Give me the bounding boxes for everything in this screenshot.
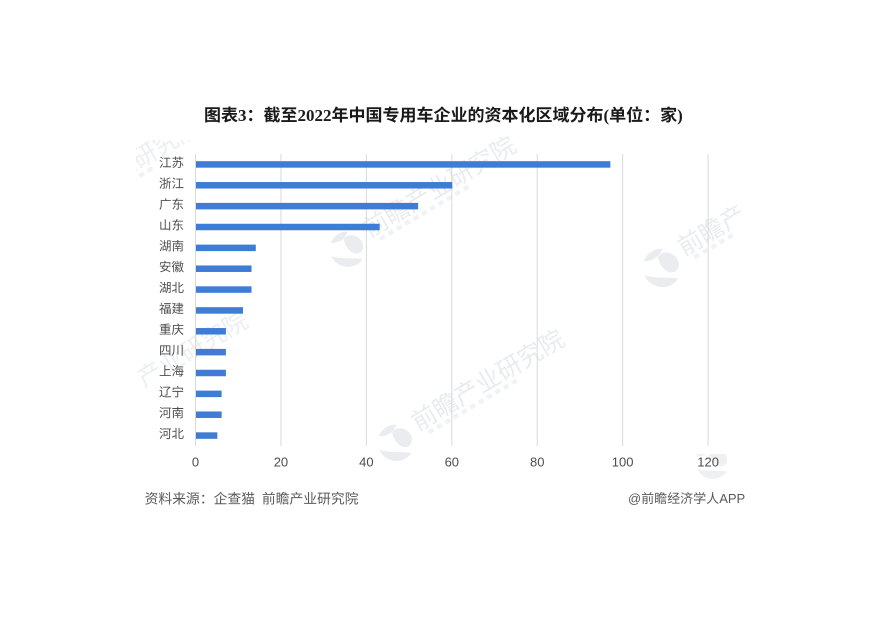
svg-text:): ) xyxy=(677,106,683,125)
svg-text:3: 3 xyxy=(238,106,247,125)
svg-text:@: @ xyxy=(628,491,641,506)
svg-text:(: ( xyxy=(604,106,610,125)
svg-text:APP: APP xyxy=(719,491,745,506)
svg-text:20: 20 xyxy=(274,455,288,470)
svg-text:100: 100 xyxy=(612,455,634,470)
svg-text:120: 120 xyxy=(697,455,719,470)
svg-text:2022: 2022 xyxy=(298,106,332,125)
svg-text:60: 60 xyxy=(445,455,459,470)
svg-text:40: 40 xyxy=(359,455,373,470)
svg-text:80: 80 xyxy=(530,455,544,470)
svg-text:0: 0 xyxy=(192,455,199,470)
